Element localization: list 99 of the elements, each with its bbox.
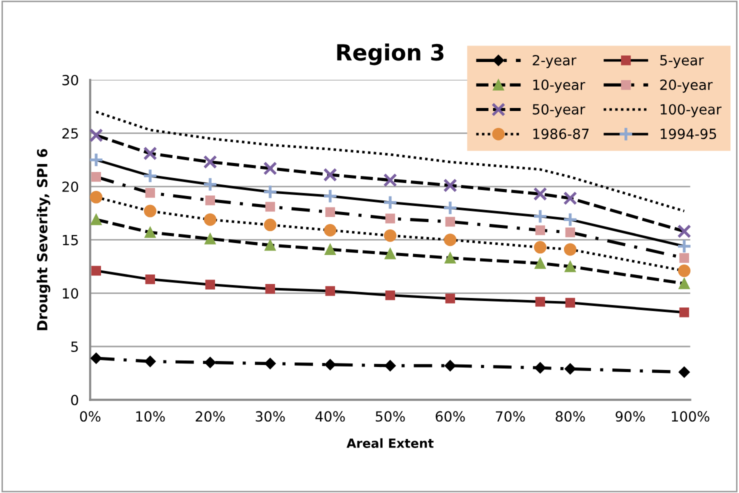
point xyxy=(385,290,396,300)
point xyxy=(204,356,216,368)
point xyxy=(264,358,276,370)
point xyxy=(205,280,216,290)
y-tick-label: 20 xyxy=(62,181,78,192)
point xyxy=(323,168,338,182)
point xyxy=(265,284,276,294)
point xyxy=(324,359,336,370)
point xyxy=(565,298,576,308)
point xyxy=(90,190,102,204)
point xyxy=(532,208,548,224)
point xyxy=(534,258,546,269)
point xyxy=(91,172,102,182)
point xyxy=(90,352,102,364)
point xyxy=(444,252,456,264)
point xyxy=(142,168,158,184)
point xyxy=(444,234,456,246)
point xyxy=(144,356,156,368)
y-axis-title: Drought Severity, SPI 6 xyxy=(36,148,50,330)
x-tick-label: 60% xyxy=(436,411,465,422)
x-tick-label: 80% xyxy=(556,411,585,422)
legend-label: 50-year xyxy=(532,104,586,118)
point xyxy=(678,278,690,290)
point xyxy=(145,188,156,198)
point xyxy=(445,294,456,304)
point xyxy=(324,244,336,255)
point xyxy=(534,362,546,374)
x-tick-label: 10% xyxy=(136,411,165,422)
x-tick-label: 20% xyxy=(196,411,225,422)
point xyxy=(564,243,576,256)
point xyxy=(385,214,396,224)
point xyxy=(563,191,578,206)
point xyxy=(202,176,218,192)
chart-title: Region 3 xyxy=(337,44,444,66)
point xyxy=(535,296,546,307)
point xyxy=(383,173,398,188)
point xyxy=(678,264,690,278)
legend-label: 10-year xyxy=(533,80,586,93)
point xyxy=(678,366,690,378)
point xyxy=(88,152,104,168)
point xyxy=(679,308,690,318)
legend-label: 2-year xyxy=(532,54,576,68)
point xyxy=(262,184,278,200)
x-tick-label: 90% xyxy=(616,411,645,422)
y-tick-label: 15 xyxy=(62,234,78,246)
x-tick-label: 30% xyxy=(256,411,285,422)
x-tick-label: 40% xyxy=(315,411,345,422)
x-tick-label: 70% xyxy=(496,411,525,422)
point xyxy=(145,274,156,284)
legend-label: 20-year xyxy=(660,80,713,93)
point xyxy=(265,202,276,212)
x-tick-label: 100% xyxy=(672,411,710,422)
y-tick-label: 10 xyxy=(62,288,78,299)
point xyxy=(445,216,456,227)
point xyxy=(264,240,276,251)
x-tick-label: 50% xyxy=(376,411,405,422)
point xyxy=(144,226,156,238)
y-tick-label: 30 xyxy=(62,74,78,86)
point xyxy=(533,187,548,201)
point xyxy=(384,360,396,372)
point xyxy=(444,360,456,372)
point xyxy=(564,260,576,272)
point xyxy=(562,212,578,228)
x-tick-label: 0% xyxy=(80,411,100,422)
legend-label: 5-year xyxy=(660,55,704,68)
point xyxy=(679,253,690,263)
point xyxy=(204,213,216,226)
point xyxy=(203,155,218,169)
point xyxy=(144,204,156,218)
point xyxy=(535,225,546,236)
point xyxy=(324,224,336,236)
y-tick-label: 0 xyxy=(71,394,78,406)
point xyxy=(677,224,692,238)
point xyxy=(204,233,216,244)
point xyxy=(205,196,216,206)
y-tick-label: 25 xyxy=(62,128,78,139)
point xyxy=(91,266,102,276)
point xyxy=(442,200,458,216)
point xyxy=(564,363,576,374)
point xyxy=(89,128,104,142)
legend-label: 1994-95 xyxy=(660,128,716,140)
legend-label: 1986-87 xyxy=(533,128,589,140)
point xyxy=(263,161,278,176)
point xyxy=(676,238,692,254)
point xyxy=(384,248,396,260)
point xyxy=(143,146,158,160)
point xyxy=(322,188,338,204)
y-tick-label: 5 xyxy=(71,342,78,352)
point xyxy=(325,207,336,217)
point xyxy=(565,228,576,238)
point xyxy=(264,218,276,232)
point xyxy=(382,194,398,210)
point xyxy=(534,241,546,254)
point xyxy=(325,286,336,296)
legend-label: 100-year xyxy=(660,104,722,118)
point xyxy=(384,229,396,242)
point xyxy=(443,178,458,192)
point xyxy=(90,214,102,226)
x-axis-title: Areal Extent xyxy=(346,438,434,448)
